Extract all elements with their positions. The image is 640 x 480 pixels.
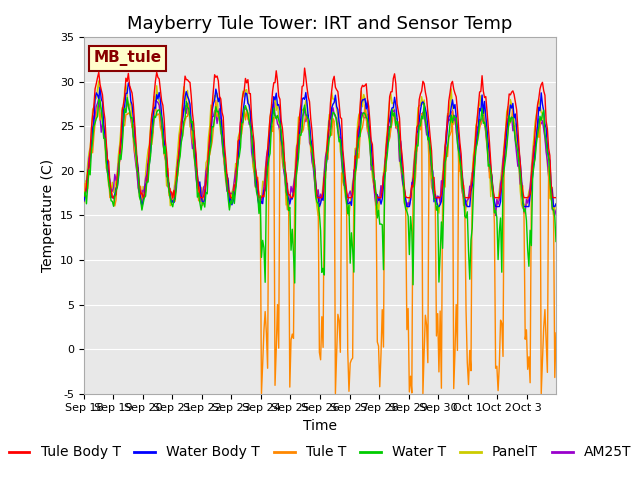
Text: MB_tule: MB_tule: [93, 50, 161, 66]
Y-axis label: Temperature (C): Temperature (C): [40, 159, 54, 272]
Title: Mayberry Tule Tower: IRT and Sensor Temp: Mayberry Tule Tower: IRT and Sensor Temp: [127, 15, 513, 33]
Legend: Tule Body T, Water Body T, Tule T, Water T, PanelT, AM25T: Tule Body T, Water Body T, Tule T, Water…: [3, 440, 637, 465]
X-axis label: Time: Time: [303, 419, 337, 433]
